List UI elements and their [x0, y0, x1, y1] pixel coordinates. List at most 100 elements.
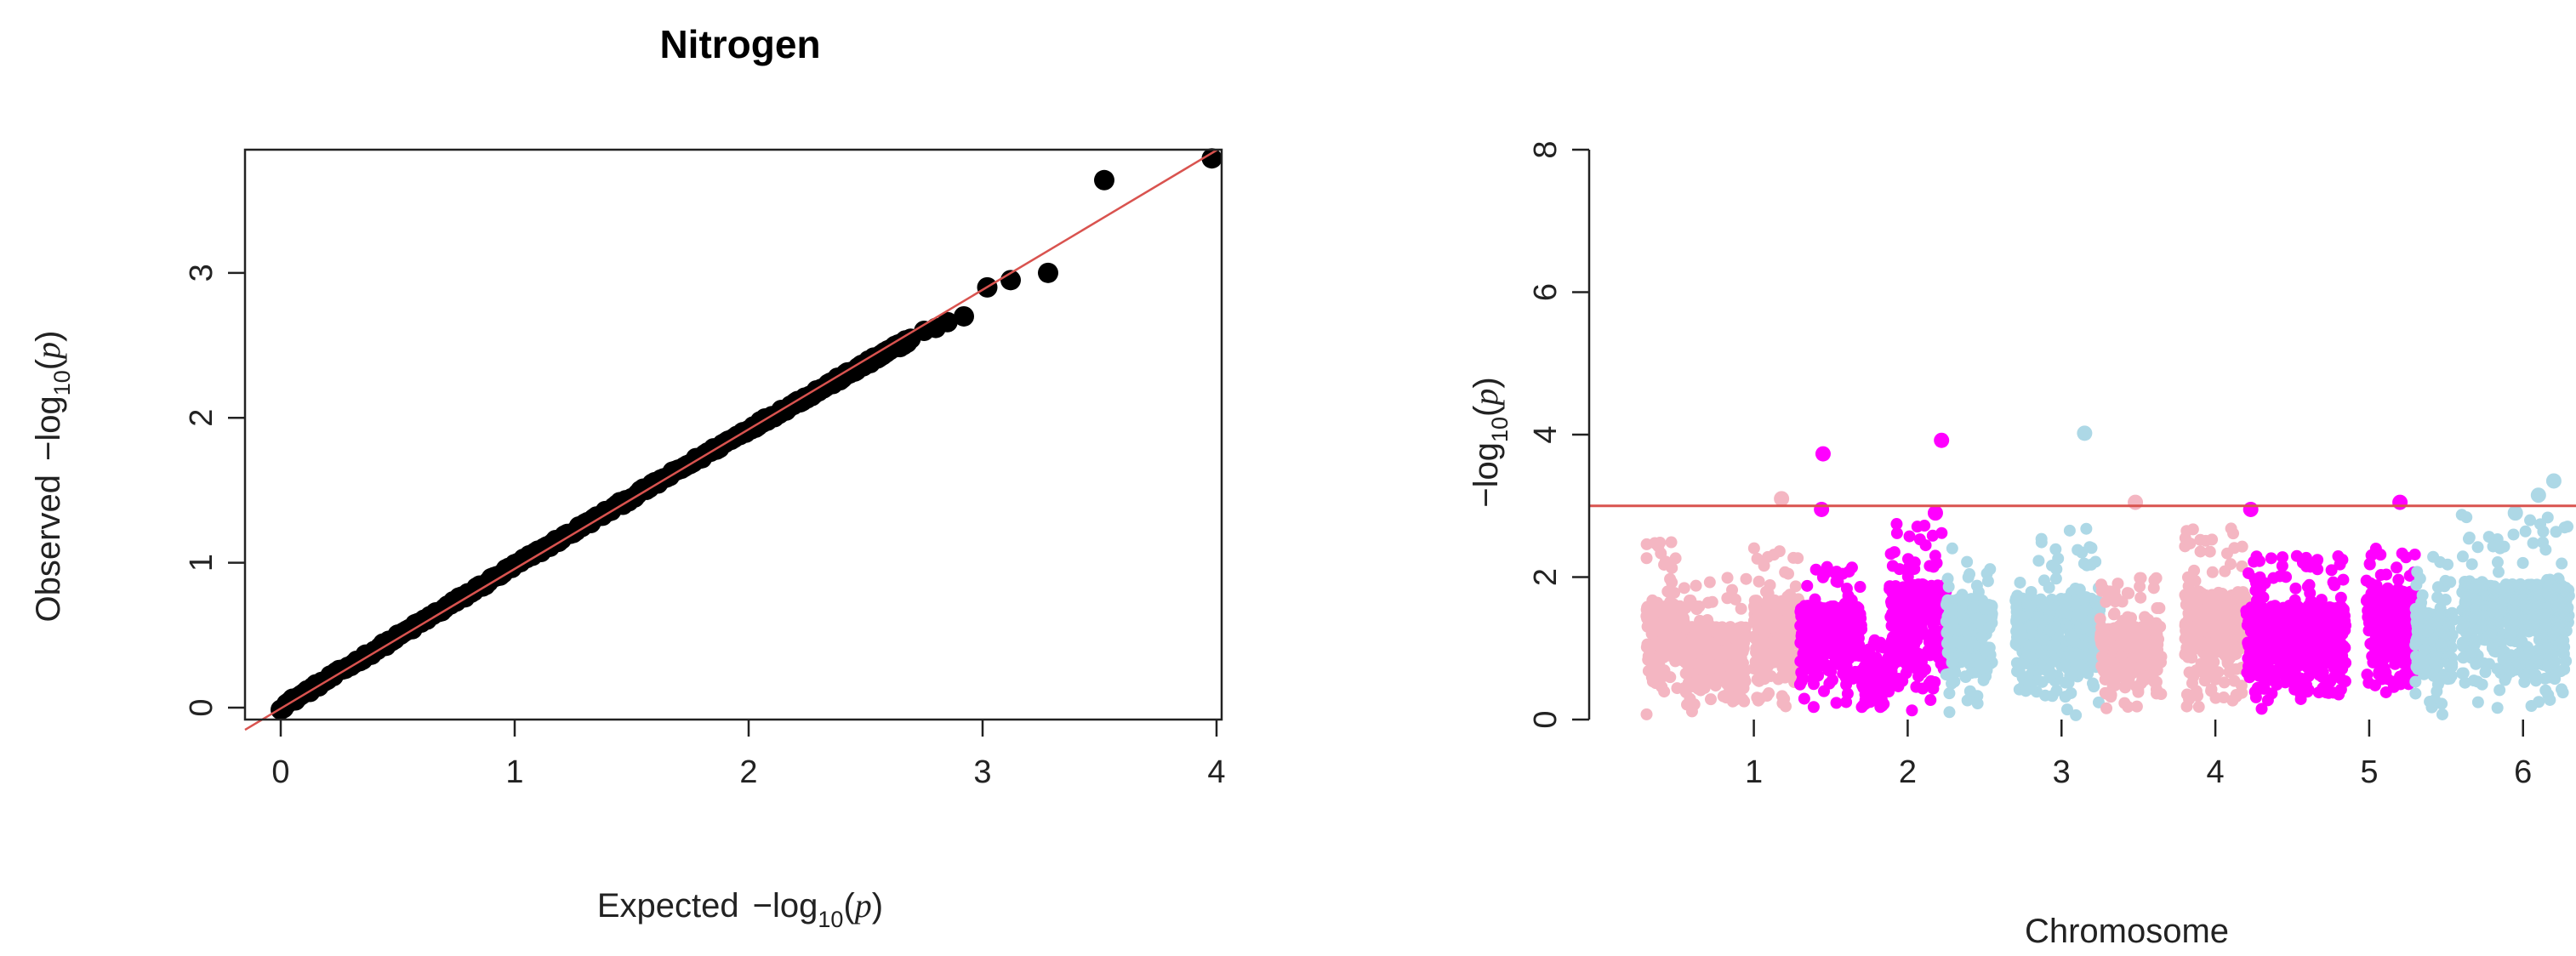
manhattan-point: [2065, 686, 2077, 699]
manhattan-point: [1885, 642, 1898, 655]
manhattan-point: [2026, 620, 2038, 633]
manhattan-point: [1964, 636, 1977, 649]
manhattan-point: [2414, 572, 2426, 585]
manhattan-point: [1665, 536, 1678, 549]
manhattan-point: [2228, 674, 2241, 687]
manhattan-point: [1656, 649, 1668, 662]
manhattan-point: [2417, 606, 2430, 619]
manhattan-point: [1979, 645, 1992, 657]
manhattan-point: [2424, 695, 2436, 708]
manhattan-point: [1929, 647, 1941, 660]
manhattan-point: [1695, 684, 1707, 697]
manhattan-point: [2011, 589, 2024, 602]
manhattan-point: [2254, 617, 2267, 630]
manhattan-point: [1775, 650, 1788, 663]
qq-x-label-log: log: [772, 887, 818, 925]
manhattan-point: [1872, 640, 1885, 653]
qq-x-tick-label: 3: [973, 754, 991, 790]
manhattan-point: [2205, 594, 2218, 606]
manhattan-point: [1690, 579, 1702, 592]
manhattan-point: [1919, 539, 1932, 552]
chart-title: Nitrogen: [659, 22, 820, 66]
manhattan-point: [2446, 660, 2459, 673]
manhattan-point: [1961, 694, 1974, 707]
qq-y-tick-label: 1: [184, 554, 219, 572]
manhattan-point: [1900, 609, 1912, 622]
manhattan-point: [2095, 629, 2108, 642]
manhattan-point: [2457, 667, 2470, 680]
manhattan-points: [1640, 425, 2575, 721]
manhattan-point: [2115, 650, 2128, 663]
manhattan-point: [1961, 555, 1974, 568]
manhattan-point: [1797, 655, 1809, 668]
manhattan-point: [2290, 674, 2303, 687]
manhattan-point: [2471, 541, 2484, 554]
manhattan-point: [2192, 701, 2205, 714]
manhattan-point: [2493, 566, 2505, 578]
manhattan-point: [2479, 666, 2492, 679]
manhattan-point: [1747, 542, 1760, 555]
manhattan-point: [2121, 587, 2134, 600]
manhattan-point: [2020, 685, 2032, 697]
manhattan-point: [2277, 551, 2289, 564]
manhattan-point: [2072, 543, 2084, 556]
manhattan-point: [1731, 667, 1744, 680]
manhattan-point: [1703, 576, 1716, 589]
manhattan-point: [1924, 595, 1937, 608]
manhattan-point: [2265, 552, 2277, 565]
manhattan-point: [1852, 601, 1865, 614]
qq-y-label-log: log: [30, 395, 67, 441]
manhattan-point: [2143, 668, 2156, 680]
manhattan-point: [2220, 547, 2233, 560]
manhattan-point: [1853, 619, 1866, 632]
manhattan-point: [1667, 612, 1679, 624]
manhattan-point: [2400, 551, 2413, 564]
manhattan-point: [1886, 630, 1899, 643]
manhattan-point: [2327, 576, 2339, 589]
manhattan-point: [1950, 635, 1963, 648]
manhattan-point: [2094, 612, 2106, 625]
manhattan-point: [2015, 628, 2027, 640]
manhattan-point: [2124, 621, 2137, 634]
manhattan-point: [2438, 636, 2451, 649]
manhattan-point: [1976, 631, 1989, 644]
manhattan-point: [2243, 566, 2255, 579]
manhattan-point: [2429, 654, 2442, 667]
manhattan-point: [1838, 664, 1851, 677]
manhattan-point: [1967, 601, 1980, 614]
manhattan-point: [2284, 663, 2297, 676]
manhattan-point: [2068, 635, 2081, 648]
manhattan-point: [1890, 526, 1903, 539]
manhattan-point: [2427, 669, 2440, 682]
qq-x-label-sub: 10: [818, 907, 843, 932]
manhattan-point: [1684, 677, 1697, 690]
manhattan-point: [1640, 708, 1653, 720]
qq-y-label-var: p: [29, 342, 67, 361]
manhattan-point: [2375, 630, 2388, 643]
manhattan-point: [1946, 603, 1959, 616]
manhattan-point: [2061, 596, 2074, 609]
manhattan-point: [2290, 549, 2303, 562]
manhattan-point: [1977, 674, 1990, 686]
manhattan-point: [1975, 614, 1987, 627]
manhattan-point: [1830, 575, 1843, 588]
manhattan-point: [2139, 628, 2151, 640]
qq-x-label-close: ): [872, 887, 883, 925]
manhattan-point: [1886, 660, 1899, 673]
manhattan-point: [2153, 601, 2166, 614]
manhattan-point: [1684, 595, 1697, 607]
manhattan-point: [2304, 587, 2317, 600]
manhattan-point: [1924, 613, 1937, 626]
manhattan-point: [1775, 690, 1788, 703]
manhattan-point: [1721, 572, 1734, 584]
qq-x-tick-label: 4: [1207, 754, 1225, 790]
manhattan-point: [1840, 696, 1853, 708]
manhattan-point: [1789, 580, 1802, 593]
manhattan-point: [1946, 616, 1959, 629]
manhattan-point: [2325, 564, 2338, 577]
manhattan-point: [2273, 570, 2286, 583]
manhattan-point: [1930, 557, 1943, 570]
manhattan-point: [1726, 583, 1739, 596]
manhattan-point: [1646, 594, 1659, 606]
manhattan-point: [1661, 585, 1674, 598]
